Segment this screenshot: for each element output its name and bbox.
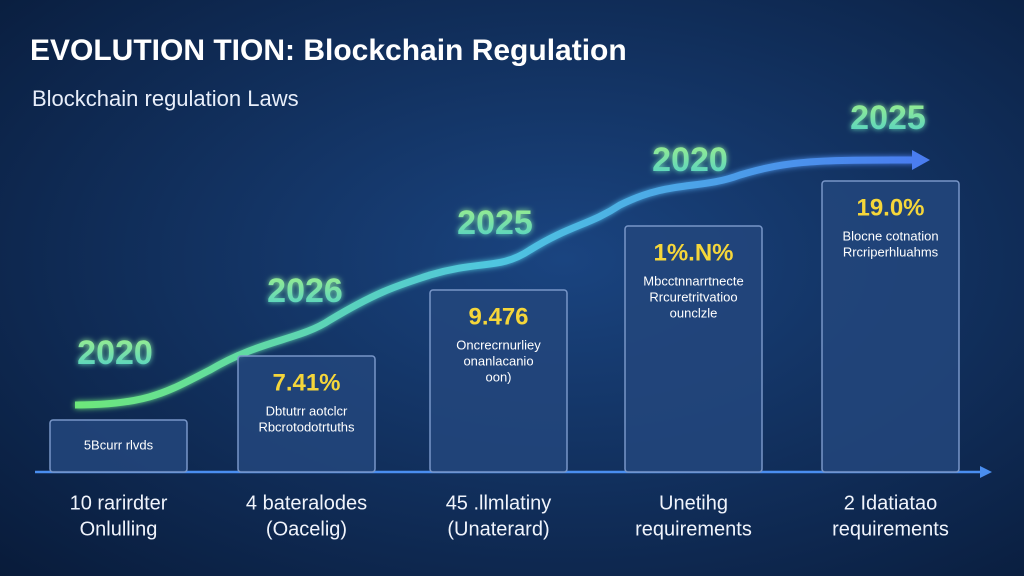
step-value: 9.476 bbox=[468, 303, 528, 330]
step-label: 4 bateralodes bbox=[246, 492, 367, 514]
trend-arrow bbox=[74, 156, 916, 409]
step-year: 2025 bbox=[457, 204, 533, 242]
step-description: onanlacanio bbox=[463, 353, 533, 368]
step-value: 7.41% bbox=[272, 369, 340, 396]
step-description: 5Bcurr rlvds bbox=[84, 437, 154, 452]
step-label: requirements bbox=[832, 518, 949, 540]
step-label: 45 .llmlatiny bbox=[446, 492, 552, 514]
step-bar bbox=[624, 225, 763, 473]
step-description: ounclzle bbox=[670, 305, 718, 320]
step-description: oon) bbox=[485, 369, 511, 384]
step-description: Rbcrotodotrtuths bbox=[258, 419, 355, 434]
step-bar bbox=[237, 355, 376, 473]
step-year: 2025 bbox=[850, 99, 926, 137]
step-label: Unetihg bbox=[659, 492, 728, 514]
trend-arrowhead bbox=[912, 150, 930, 170]
axis-arrow bbox=[980, 466, 992, 478]
step-year: 2020 bbox=[77, 334, 153, 372]
step-description: Rrcuretritvatioo bbox=[649, 289, 737, 304]
step-value: 1%.N% bbox=[653, 239, 733, 266]
step-bar bbox=[821, 180, 960, 473]
step-year: 2020 bbox=[652, 141, 728, 179]
step-year: 2026 bbox=[267, 272, 343, 310]
step-label: Onlulling bbox=[80, 518, 158, 540]
step-bar bbox=[429, 289, 568, 473]
step-description: Dbtutrr aotclcr bbox=[266, 403, 348, 418]
step-description: Oncrecrnurliey bbox=[456, 337, 541, 352]
title: EVOLUTION TION: Blockchain Regulation bbox=[30, 34, 627, 67]
step-value: 19.0% bbox=[856, 194, 924, 221]
step-label: (Oacelig) bbox=[266, 518, 347, 540]
step-description: Rrcriperhluahms bbox=[843, 244, 939, 259]
step-description: Mbcctnnarrtnecte bbox=[643, 273, 743, 288]
step-label: (Unaterard) bbox=[447, 518, 549, 540]
subtitle: Blockchain regulation Laws bbox=[32, 86, 299, 111]
step-bar bbox=[49, 419, 188, 473]
step-description: Blocne cotnation bbox=[842, 228, 938, 243]
step-label: 10 rarirdter bbox=[70, 492, 168, 514]
step-label: 2 Idatiatao bbox=[844, 492, 937, 514]
step-label: requirements bbox=[635, 518, 752, 540]
